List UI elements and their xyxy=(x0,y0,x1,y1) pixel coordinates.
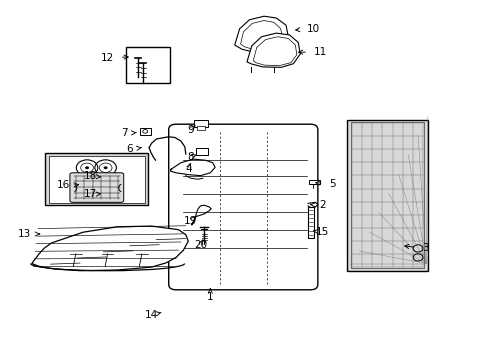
Text: 6: 6 xyxy=(126,144,141,154)
Text: 13: 13 xyxy=(18,229,40,239)
Text: 16: 16 xyxy=(57,180,79,190)
Bar xyxy=(49,156,144,203)
Text: 1: 1 xyxy=(206,289,213,302)
FancyBboxPatch shape xyxy=(70,173,123,202)
Text: 20: 20 xyxy=(194,240,206,250)
Text: 9: 9 xyxy=(187,125,195,135)
Bar xyxy=(140,128,150,135)
Bar xyxy=(308,180,319,184)
Text: 7: 7 xyxy=(121,128,136,138)
Text: 11: 11 xyxy=(298,47,326,57)
Text: 14: 14 xyxy=(144,310,161,320)
Text: 18: 18 xyxy=(83,171,100,181)
Text: 3: 3 xyxy=(404,243,428,253)
Bar xyxy=(45,153,148,205)
Polygon shape xyxy=(246,33,300,67)
Bar xyxy=(346,120,427,271)
Text: 2: 2 xyxy=(310,200,325,210)
Circle shape xyxy=(103,166,107,169)
Text: 10: 10 xyxy=(295,24,319,34)
Bar xyxy=(307,207,313,238)
FancyBboxPatch shape xyxy=(168,124,317,290)
Bar xyxy=(350,122,423,268)
Text: 8: 8 xyxy=(187,152,196,162)
Polygon shape xyxy=(32,226,188,271)
Bar xyxy=(194,120,207,127)
Bar xyxy=(126,47,170,83)
Text: 15: 15 xyxy=(313,227,329,237)
Polygon shape xyxy=(234,16,288,52)
Text: 12: 12 xyxy=(101,53,128,63)
Text: 19: 19 xyxy=(183,216,197,226)
Text: 17: 17 xyxy=(83,189,100,199)
Polygon shape xyxy=(170,159,215,176)
Circle shape xyxy=(85,166,89,169)
Bar xyxy=(196,126,205,130)
Text: 5: 5 xyxy=(315,179,335,189)
Bar xyxy=(195,148,207,155)
Text: 4: 4 xyxy=(184,163,191,174)
